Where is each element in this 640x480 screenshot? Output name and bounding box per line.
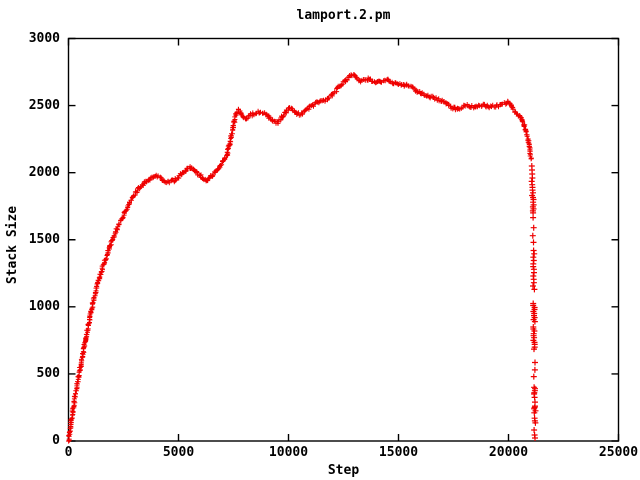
- x-tick-label: 5000: [162, 445, 195, 460]
- x-axis-label: Step: [327, 463, 360, 478]
- x-tick-label: 15000: [378, 445, 419, 460]
- y-tick-label: 500: [36, 365, 60, 381]
- series-terminal-drop: [528, 163, 539, 441]
- axis-tick-marks: [67, 37, 620, 442]
- chart-title: lamport.2.pm: [296, 8, 391, 23]
- y-tick-label: 3000: [28, 30, 60, 46]
- y-tick-label: 2500: [28, 97, 60, 113]
- y-tick-label: 1500: [28, 231, 60, 247]
- x-tick-label: 20000: [488, 445, 529, 460]
- y-tick-label: 1000: [28, 298, 60, 314]
- series-stack-size-trace: [66, 72, 534, 444]
- y-tick-label: 2000: [28, 164, 60, 180]
- x-tick-label: 0: [64, 445, 73, 460]
- y-tick-label: 0: [52, 433, 60, 448]
- plot-border: [67, 37, 620, 442]
- x-tick-label: 10000: [268, 445, 309, 460]
- x-tick-label: 25000: [598, 445, 639, 460]
